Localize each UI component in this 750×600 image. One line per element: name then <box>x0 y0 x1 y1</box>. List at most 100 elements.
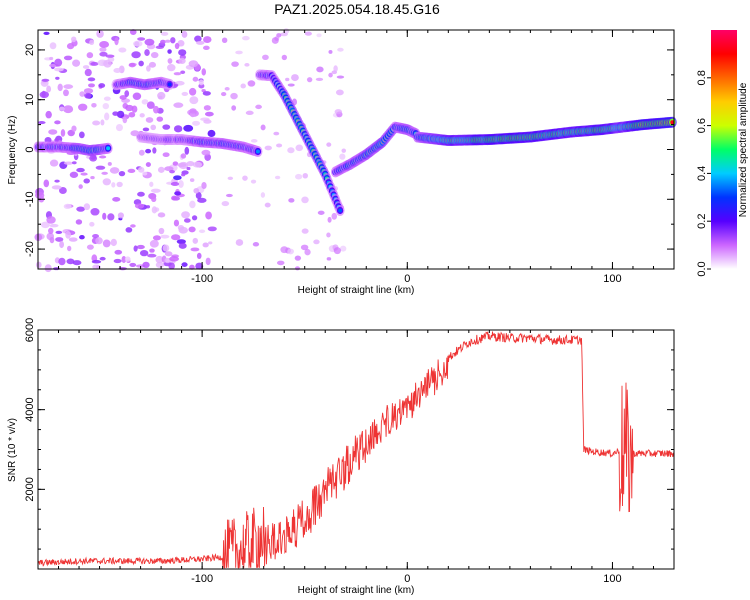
spectrogram-speckle <box>49 42 57 50</box>
spectrogram-speckle <box>313 239 320 245</box>
spectrogram-speckle <box>141 99 149 105</box>
spectrogram-speckle <box>190 247 200 252</box>
snr-x-tick-label: 0 <box>404 573 410 585</box>
spectrogram-speckle <box>46 216 56 224</box>
spectrogram-speckle <box>133 245 138 252</box>
spectrogram-speckle <box>78 103 88 111</box>
spectrogram-speckle <box>83 88 94 94</box>
spectrogram-speckle <box>125 227 133 233</box>
spectrogram-speckle <box>183 124 194 132</box>
spectrogram-speckle <box>149 181 154 187</box>
spectrogram-speckle <box>189 87 197 96</box>
spectrogram-speckle <box>264 202 271 208</box>
snr-ylabel: SNR (10 * v/v) <box>7 418 18 482</box>
spectrogram-speckle <box>301 228 309 234</box>
spectrogram-speckle <box>221 92 227 97</box>
spectrogram-speckle <box>150 51 159 59</box>
spectrogram-speckle <box>48 129 58 135</box>
colorbar: 0.0 0.2 0.4 0.6 0.8 Normalized spectral ampl… <box>696 30 749 277</box>
spectrogram-speckle <box>51 185 62 190</box>
spectrogram-speckle <box>54 179 60 183</box>
spectrogram-speckle <box>54 58 63 67</box>
spectrogram-speckle <box>133 40 143 47</box>
spectrogram-speckle <box>294 266 300 271</box>
spectrogram-speckle <box>260 192 266 198</box>
spectrogram-speckle <box>71 125 77 132</box>
spectrogram-speckle <box>128 62 136 68</box>
spectrogram-speckle <box>339 245 347 252</box>
spectrogram-speckle <box>326 257 332 261</box>
spectrogram-speckle <box>89 155 98 162</box>
spectrogram-speckle <box>288 198 295 203</box>
spectrogram-speckle <box>54 138 59 142</box>
spectrogram-speckle <box>144 38 155 46</box>
spectrogram-speckle <box>181 262 188 267</box>
spectrogram-speckle <box>99 256 106 261</box>
spectrogram-speckle <box>63 84 74 89</box>
spectrogram-speckle <box>221 37 228 44</box>
spectrogram-speckle <box>252 242 260 247</box>
spectrogram-speckle <box>112 111 119 116</box>
spectrogram-x-tick-label: 0 <box>404 273 410 285</box>
spectrogram-speckle <box>72 161 77 165</box>
spectrogram-speckle <box>167 64 176 72</box>
spectrogram-speckle <box>156 116 164 122</box>
spectrogram-speckle <box>192 76 199 82</box>
colorbar-tick-label: 0.2 <box>696 214 708 229</box>
spectrogram-speckle <box>145 205 151 209</box>
spectrogram-speckle <box>55 76 60 80</box>
spectrogram-speckle <box>304 248 311 256</box>
spectrogram-speckle <box>191 215 198 221</box>
spectrogram-speckle <box>49 56 54 61</box>
spectrogram-speckle <box>124 256 131 262</box>
spectrogram-y-tick-label: 20 <box>24 44 36 56</box>
spectrogram-speckle <box>117 212 124 219</box>
spectrogram-speckle <box>335 89 344 96</box>
spectrogram-speckle <box>79 235 85 240</box>
spectrogram-speckle <box>59 240 65 249</box>
spectrogram-speckle <box>86 244 94 250</box>
spectrogram-speckle <box>131 51 141 59</box>
spectrogram-speckle <box>131 105 138 113</box>
spectrogram-speckle <box>205 257 211 266</box>
spectrogram-speckle <box>331 212 338 220</box>
spectrogram-speckle <box>157 91 166 100</box>
spectrogram-speckle <box>58 186 67 195</box>
spectrogram-speckle <box>317 210 325 215</box>
spectrogram-speckle <box>45 110 52 119</box>
spectrogram-speckle <box>102 239 111 248</box>
spectrogram-speckle <box>221 200 230 207</box>
colorbar-tick-label: 0.6 <box>696 118 708 133</box>
spectrogram-speckle <box>178 242 187 249</box>
spectrogram-speckle <box>250 179 257 184</box>
spectrogram-speckle <box>83 203 91 211</box>
spectrogram-speckle <box>55 230 63 234</box>
spectrogram-speckle <box>142 261 150 269</box>
spectrogram-speckle <box>328 72 333 78</box>
spectrogram-speckle <box>173 102 184 108</box>
spectrogram-speckle <box>168 262 175 270</box>
spectrogram-speckle <box>202 242 209 248</box>
spectrogram-speckle <box>170 181 180 186</box>
spectrogram-speckle <box>225 193 233 198</box>
spectrogram-speckle <box>107 161 112 166</box>
spectrogram-speckle <box>195 191 202 200</box>
spectrogram-speckle <box>65 230 71 239</box>
spectrogram-speckle <box>328 49 333 54</box>
spectrogram-speckle <box>173 72 182 76</box>
spectrogram-speckle <box>35 261 42 269</box>
spectrogram-y-tick-label: -10 <box>24 191 36 207</box>
spectrogram-speckle <box>136 244 145 250</box>
spectrogram-speckle <box>205 111 214 117</box>
spectrogram-speckle <box>146 65 151 72</box>
spectrogram-speckle <box>326 142 332 147</box>
spectrogram-speckle <box>101 171 108 175</box>
spectrogram-speckle <box>43 179 50 188</box>
spectrogram-speckle <box>134 203 145 209</box>
spectrogram-speckle <box>186 166 191 171</box>
spectrogram-speckle <box>66 43 75 50</box>
spectrogram-speckle <box>171 195 178 201</box>
spectrogram-speckle <box>99 155 107 159</box>
snr-x-tick-label: -100 <box>191 573 213 585</box>
spectrogram-speckle <box>177 162 187 167</box>
